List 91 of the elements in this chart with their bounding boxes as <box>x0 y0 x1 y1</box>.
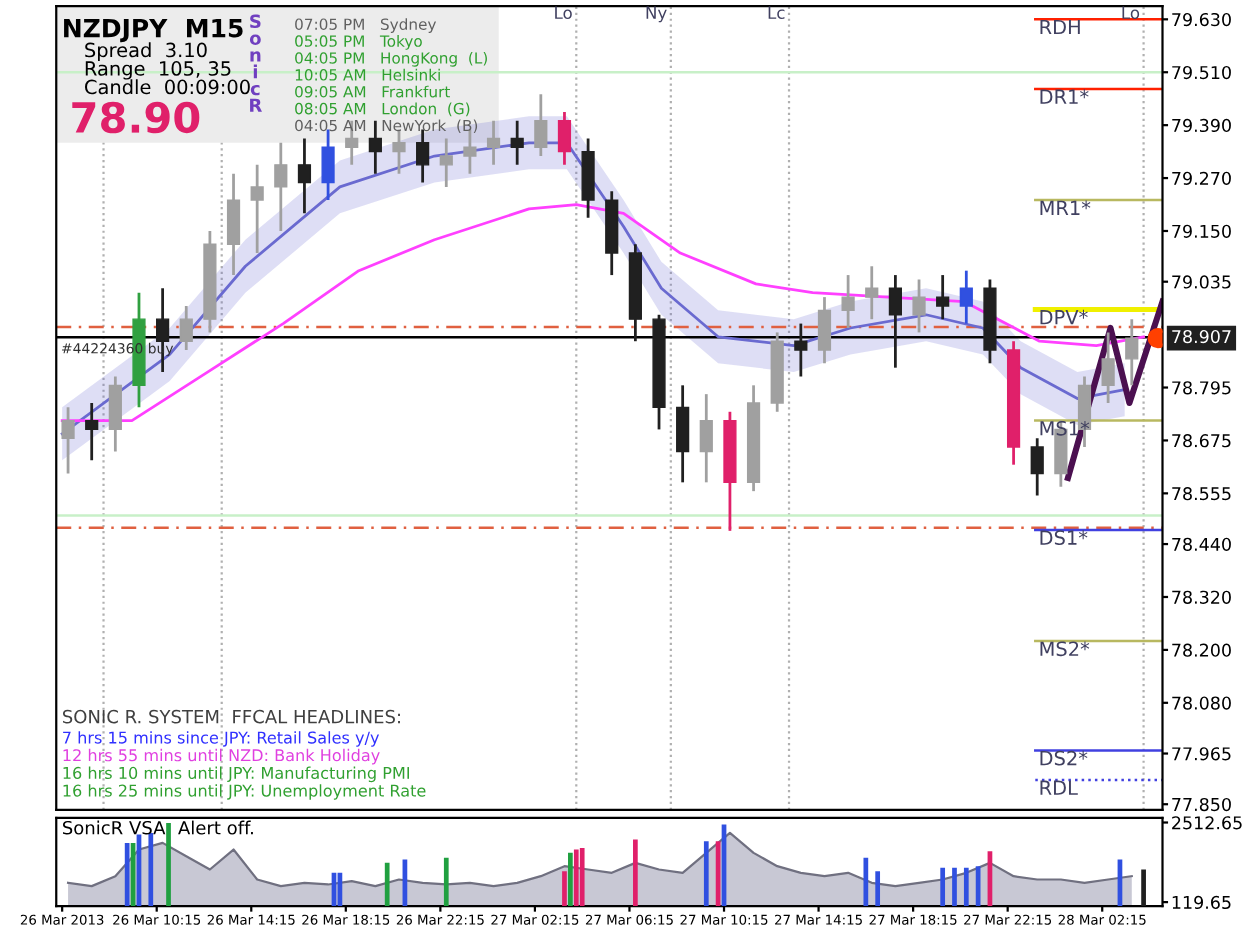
y-tick-label: 79.390 <box>1172 118 1231 133</box>
candlestick <box>1101 331 1115 405</box>
y-tick-label: 78.440 <box>1172 537 1231 551</box>
candlestick <box>179 304 193 352</box>
bar <box>124 842 130 907</box>
ref-line-label: Ny <box>646 6 667 23</box>
ref-line-label: DS2* <box>1040 750 1088 766</box>
candlestick <box>1125 317 1139 387</box>
candlestick <box>297 136 312 215</box>
bar <box>562 871 567 907</box>
y-tick-label: 77.965 <box>1172 747 1231 761</box>
candlestick <box>912 278 926 334</box>
annotation: Candle 00:09:00 <box>85 79 250 95</box>
y-tick-label: 79.270 <box>1172 171 1231 185</box>
bar <box>579 847 585 907</box>
bar <box>940 867 946 907</box>
y-tick-label: 78.675 <box>1172 434 1231 448</box>
bar <box>166 822 171 907</box>
annotation: Spread 3.10 <box>85 42 207 62</box>
y-tick-label: 2512.65 <box>1172 816 1242 830</box>
candlestick <box>1030 436 1044 497</box>
bar <box>963 867 969 907</box>
candlestick <box>534 92 548 158</box>
ref-line-label: RDH <box>1040 19 1080 35</box>
bar <box>384 862 390 907</box>
y-tick-label: 78.200 <box>1172 643 1231 657</box>
candlestick <box>416 128 430 184</box>
ref-line-label: MS2* <box>1040 641 1090 657</box>
ref-line-label: DR1* <box>1040 89 1089 104</box>
candlestick <box>794 322 808 378</box>
y-tick-label: 79.630 <box>1172 12 1231 27</box>
annotation: 78.907 <box>1172 329 1231 344</box>
candlestick <box>85 401 99 462</box>
candlestick <box>557 110 572 167</box>
candlestick <box>936 273 950 321</box>
bar <box>443 857 449 907</box>
candlestick <box>61 405 75 475</box>
annotation: SonicR VSA <box>62 820 166 835</box>
y-tick-label: 79.150 <box>1172 224 1231 238</box>
candlestick <box>368 119 382 176</box>
annotation: S o n i c R <box>249 14 262 112</box>
y-tick-label: 78.080 <box>1172 696 1231 710</box>
y-tick-label: 119.65 <box>1172 895 1231 910</box>
candlestick <box>321 128 335 202</box>
candlestick <box>250 163 264 255</box>
ref-line-label: MS1* <box>1040 420 1090 436</box>
candlestick <box>699 392 713 484</box>
candlestick <box>510 119 524 167</box>
bar <box>633 839 638 907</box>
bar <box>568 852 573 907</box>
y-tick-label: 77.850 <box>1172 797 1231 812</box>
candlestick <box>274 141 288 233</box>
bar <box>863 857 869 907</box>
y-tick-label: 78.555 <box>1172 487 1231 501</box>
annotation: Range 105, 35 <box>85 61 231 80</box>
bar <box>703 841 709 907</box>
ref-line-label: Lo <box>1122 6 1140 19</box>
bar <box>875 871 881 907</box>
ref-line-label: RDL <box>1040 780 1078 795</box>
annotation: 12 hrs 55 mins until NZD: Bank Holiday <box>63 748 380 765</box>
ref-line-label: Lc <box>768 6 785 19</box>
bar <box>1141 869 1146 907</box>
candlestick <box>226 172 241 277</box>
y-tick-label: 79.035 <box>1172 275 1231 289</box>
annotation: 16 hrs 10 mins until JPY: Manufacturing PMI <box>63 766 410 783</box>
ref-line-label: DS1* <box>1040 530 1088 546</box>
y-tick-label: 78.795 <box>1172 381 1231 395</box>
ref-line-label: Lo <box>555 6 572 19</box>
annotation: 7 hrs 15 mins since JPY: Retail Sales y/y <box>63 731 380 747</box>
ref-line-label: DPV* <box>1040 309 1088 325</box>
candlestick <box>959 269 973 325</box>
y-tick-label: 78.320 <box>1172 590 1231 604</box>
candlestick <box>108 375 122 453</box>
candlestick <box>439 136 453 189</box>
candlestick <box>841 273 855 330</box>
candlestick <box>676 383 690 484</box>
annotation: 78.90 <box>72 101 200 134</box>
candlestick <box>888 273 902 370</box>
bar <box>148 832 154 907</box>
bar <box>573 849 579 907</box>
bar <box>952 867 957 907</box>
candlestick <box>817 295 832 365</box>
annotation: SONIC R. SYSTEM FFCAL HEADLINES: <box>62 709 400 724</box>
annotation: 16 hrs 25 mins until JPY: Unemployment Rate <box>63 784 426 800</box>
candlestick <box>865 264 879 321</box>
annotation: Alert off. <box>178 820 253 835</box>
candlestick <box>486 119 501 167</box>
candlestick <box>392 128 406 176</box>
y-tick-label: 79.510 <box>1172 65 1231 80</box>
ref-line-label: MR1* <box>1040 200 1091 215</box>
annotation: NZDJPY M15 <box>64 18 243 43</box>
